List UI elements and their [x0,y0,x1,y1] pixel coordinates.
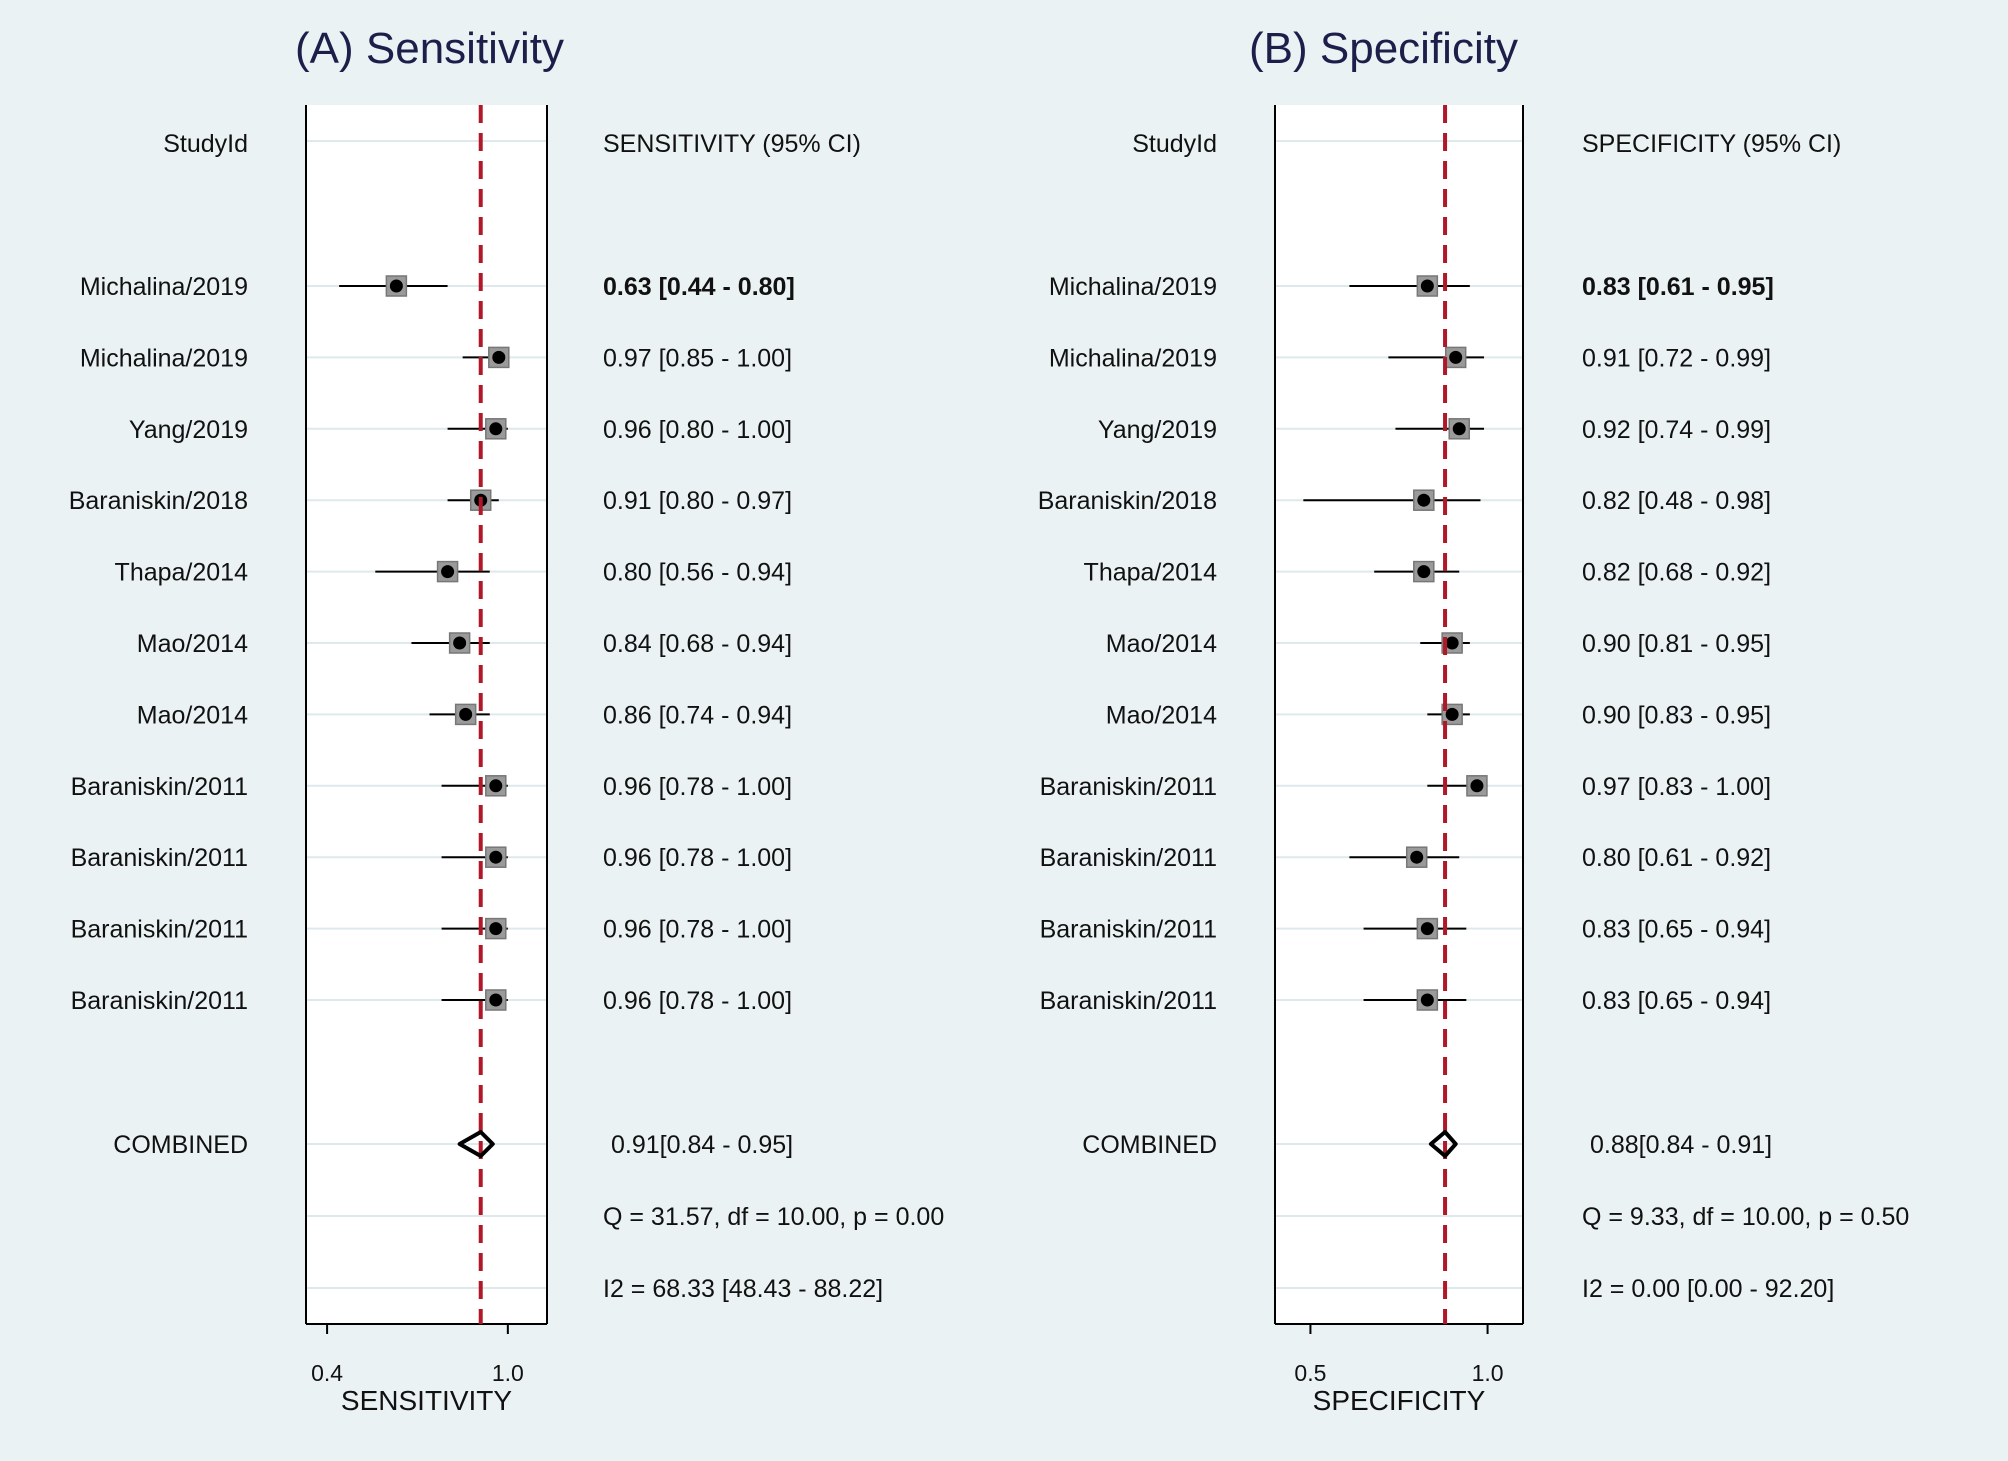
study-estimate-text: 0.97 [0.83 - 1.00] [1582,773,1771,801]
combined-diamond [1428,1130,1458,1158]
heterogeneity-stat: Q = 9.33, df = 10.00, p = 0.50 [1582,1203,1909,1231]
study-label: Thapa/2014 [1084,559,1218,587]
study-estimate-text: 0.96 [0.78 - 1.00] [603,987,792,1015]
point-estimate [1449,350,1463,364]
point-estimate [453,636,467,650]
study-label: Baraniskin/2018 [1038,487,1217,515]
study-estimate-text: 0.90 [0.83 - 0.95] [1582,701,1771,729]
point-estimate [1445,707,1459,721]
study-label: Baraniskin/2011 [1040,844,1217,872]
x-axis-label: SENSITIVITY [341,1385,512,1416]
heterogeneity-stat: I2 = 0.00 [0.00 - 92.20] [1582,1275,1834,1303]
study-label: Baraniskin/2011 [71,844,248,872]
heterogeneity-stat: Q = 31.57, df = 10.00, p = 0.00 [603,1203,944,1231]
study-estimate-text: 0.80 [0.61 - 0.92] [1582,844,1771,872]
point-estimate [1417,493,1431,507]
study-label: Thapa/2014 [115,559,249,587]
study-estimate-text: 0.82 [0.48 - 0.98] [1582,487,1771,515]
point-estimate [1420,279,1434,293]
study-estimate-text: 0.63 [0.44 - 0.80] [603,273,795,301]
study-estimate-text: 0.92 [0.74 - 0.99] [1582,416,1771,444]
point-estimate [1452,422,1466,436]
study-estimate-text: 0.97 [0.85 - 1.00] [603,344,792,372]
combined-label: COMBINED [113,1131,248,1159]
column-header-value: SENSITIVITY (95% CI) [603,130,861,158]
x-tick-label: 0.5 [1294,1360,1326,1386]
point-estimate [489,922,503,936]
chart-title: (A) Sensitivity [295,24,564,73]
study-estimate-text: 0.83 [0.65 - 0.94] [1582,987,1771,1015]
x-tick-label: 0.4 [311,1360,343,1386]
combined-estimate-text: 0.91[0.84 - 0.95] [611,1131,793,1159]
study-estimate-text: 0.82 [0.68 - 0.92] [1582,559,1771,587]
point-estimate [1445,636,1459,650]
study-label: Baraniskin/2011 [71,987,248,1015]
point-estimate [441,565,455,579]
column-header-study: StudyId [1132,130,1217,158]
point-estimate [459,707,473,721]
point-estimate [1470,779,1484,793]
study-estimate-text: 0.83 [0.65 - 0.94] [1582,916,1771,944]
x-tick-label: 1.0 [492,1360,524,1386]
study-label: Yang/2019 [129,416,248,444]
study-estimate-text: 0.86 [0.74 - 0.94] [603,701,792,729]
study-label: Baraniskin/2011 [1040,987,1217,1015]
x-axis-label: SPECIFICITY [1313,1385,1486,1416]
heterogeneity-stat: I2 = 68.33 [48.43 - 88.22] [603,1275,883,1303]
column-header-value: SPECIFICITY (95% CI) [1582,130,1841,158]
study-estimate-text: 0.91 [0.72 - 0.99] [1582,344,1771,372]
study-label: Michalina/2019 [1049,344,1217,372]
point-estimate [389,279,403,293]
study-label: Baraniskin/2018 [69,487,248,515]
study-label: Yang/2019 [1098,416,1217,444]
study-label: Baraniskin/2011 [71,916,248,944]
point-estimate [489,422,503,436]
combined-estimate-text: 0.88[0.84 - 0.91] [1590,1131,1772,1159]
point-estimate [1417,565,1431,579]
study-label: Michalina/2019 [80,273,248,301]
point-estimate [1420,993,1434,1007]
study-estimate-text: 0.83 [0.61 - 0.95] [1582,273,1774,301]
point-estimate [492,350,506,364]
combined-label: COMBINED [1082,1131,1217,1159]
study-label: Baraniskin/2011 [71,773,248,801]
study-estimate-text: 0.96 [0.78 - 1.00] [603,773,792,801]
study-estimate-text: 0.96 [0.80 - 1.00] [603,416,792,444]
study-estimate-text: 0.96 [0.78 - 1.00] [603,844,792,872]
study-label: Baraniskin/2011 [1040,773,1217,801]
study-label: Mao/2014 [137,630,248,658]
study-label: Michalina/2019 [1049,273,1217,301]
study-label: Mao/2014 [137,701,248,729]
study-estimate-text: 0.96 [0.78 - 1.00] [603,916,792,944]
point-estimate [489,779,503,793]
x-tick-label: 1.0 [1472,1360,1504,1386]
point-estimate [489,850,503,864]
study-label: Mao/2014 [1106,630,1217,658]
combined-diamond [457,1130,495,1158]
study-label: Mao/2014 [1106,701,1217,729]
study-estimate-text: 0.90 [0.81 - 0.95] [1582,630,1771,658]
column-header-study: StudyId [163,130,248,158]
study-label: Baraniskin/2011 [1040,916,1217,944]
chart-title: (B) Specificity [1249,24,1518,73]
study-estimate-text: 0.80 [0.56 - 0.94] [603,559,792,587]
point-estimate [489,993,503,1007]
point-estimate [1420,922,1434,936]
study-estimate-text: 0.84 [0.68 - 0.94] [603,630,792,658]
point-estimate [1410,850,1424,864]
study-label: Michalina/2019 [80,344,248,372]
study-estimate-text: 0.91 [0.80 - 0.97] [603,487,792,515]
